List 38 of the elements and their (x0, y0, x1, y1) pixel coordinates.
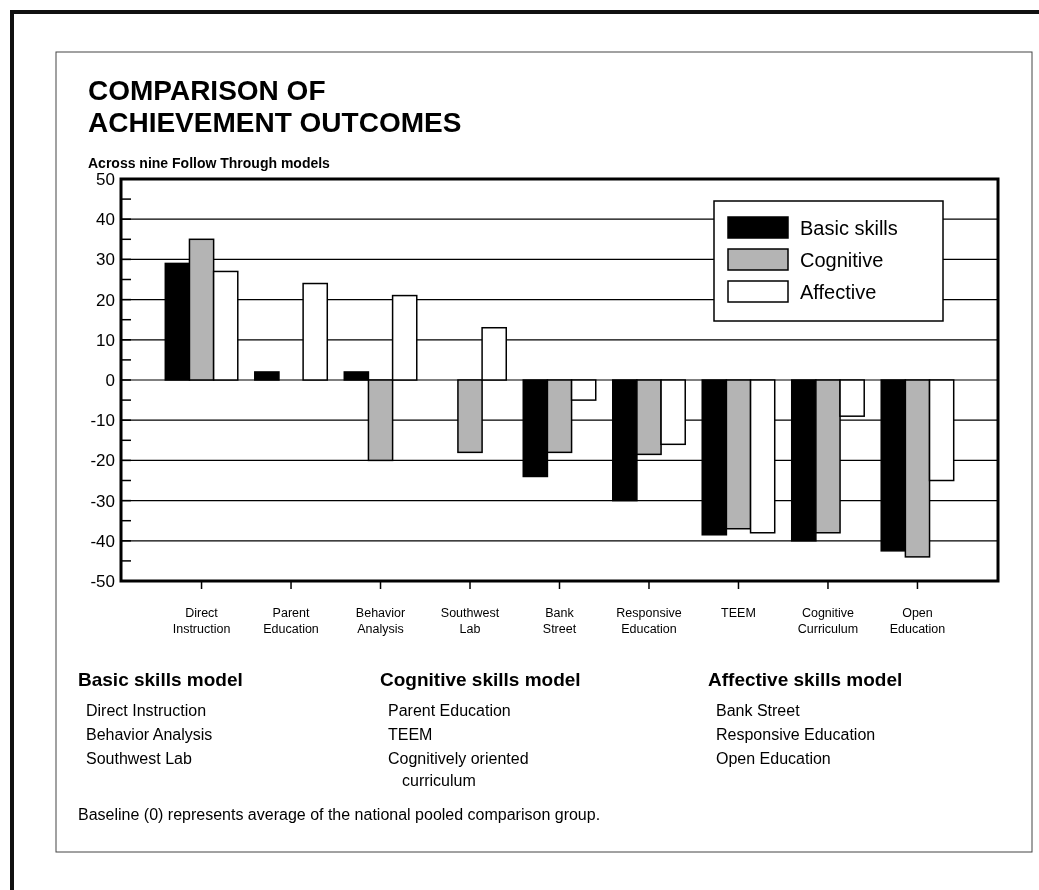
x-tick-label: Behavior Analysis (355, 606, 406, 636)
text: Basic skills model (78, 669, 243, 690)
text: Cognitively oriented curriculum (388, 750, 529, 789)
text: Bank Street (716, 702, 801, 719)
text: Baseline (0) represents average of the national pooled comparison group. (78, 806, 601, 823)
x-tick-label: Parent Education (263, 606, 319, 636)
x-tick-label: Direct Instruction (172, 606, 231, 636)
y-tick-label: -10 (90, 411, 115, 431)
chart-subtitle: Across nine Follow Through models (88, 155, 331, 171)
chart-title: COMPARISON OF ACHIEVEMENT OUTCOMES (88, 75, 462, 138)
y-tick-label: 0 (105, 370, 115, 390)
text: Affective skills model (708, 669, 903, 690)
text: Responsive Education (716, 726, 876, 743)
text: Direct Instruction (86, 702, 207, 719)
x-tick-label: Cognitive Curriculum (797, 606, 859, 636)
x-tick-label: Southwest Lab (440, 606, 500, 636)
y-tick-label: -50 (90, 571, 115, 591)
legend-label: Affective (800, 281, 877, 303)
y-tick-label: 40 (96, 210, 115, 230)
text: Behavior Analysis (86, 726, 213, 743)
x-tick-label: TEEM (721, 606, 756, 620)
text: Southwest Lab (86, 750, 192, 767)
y-tick-label: -20 (90, 451, 115, 471)
y-tick-label: 50 (96, 169, 115, 189)
y-tick-label: 10 (96, 330, 115, 350)
text: Open Education (716, 750, 831, 767)
y-tick-label: -40 (90, 531, 115, 551)
y-tick-label: -30 (90, 491, 115, 511)
legend-label: Cognitive (800, 249, 884, 271)
legend-label: Basic skills (800, 217, 898, 239)
y-tick-label: 30 (96, 250, 115, 270)
x-tick-label: Open Education (889, 606, 946, 636)
x-tick-label: Bank Street (542, 606, 577, 636)
x-tick-label: Responsive Education (616, 606, 682, 636)
text: TEEM (388, 726, 433, 743)
text: Cognitive skills model (380, 669, 581, 690)
text: Parent Education (388, 702, 511, 719)
y-tick-label: 20 (96, 290, 115, 310)
